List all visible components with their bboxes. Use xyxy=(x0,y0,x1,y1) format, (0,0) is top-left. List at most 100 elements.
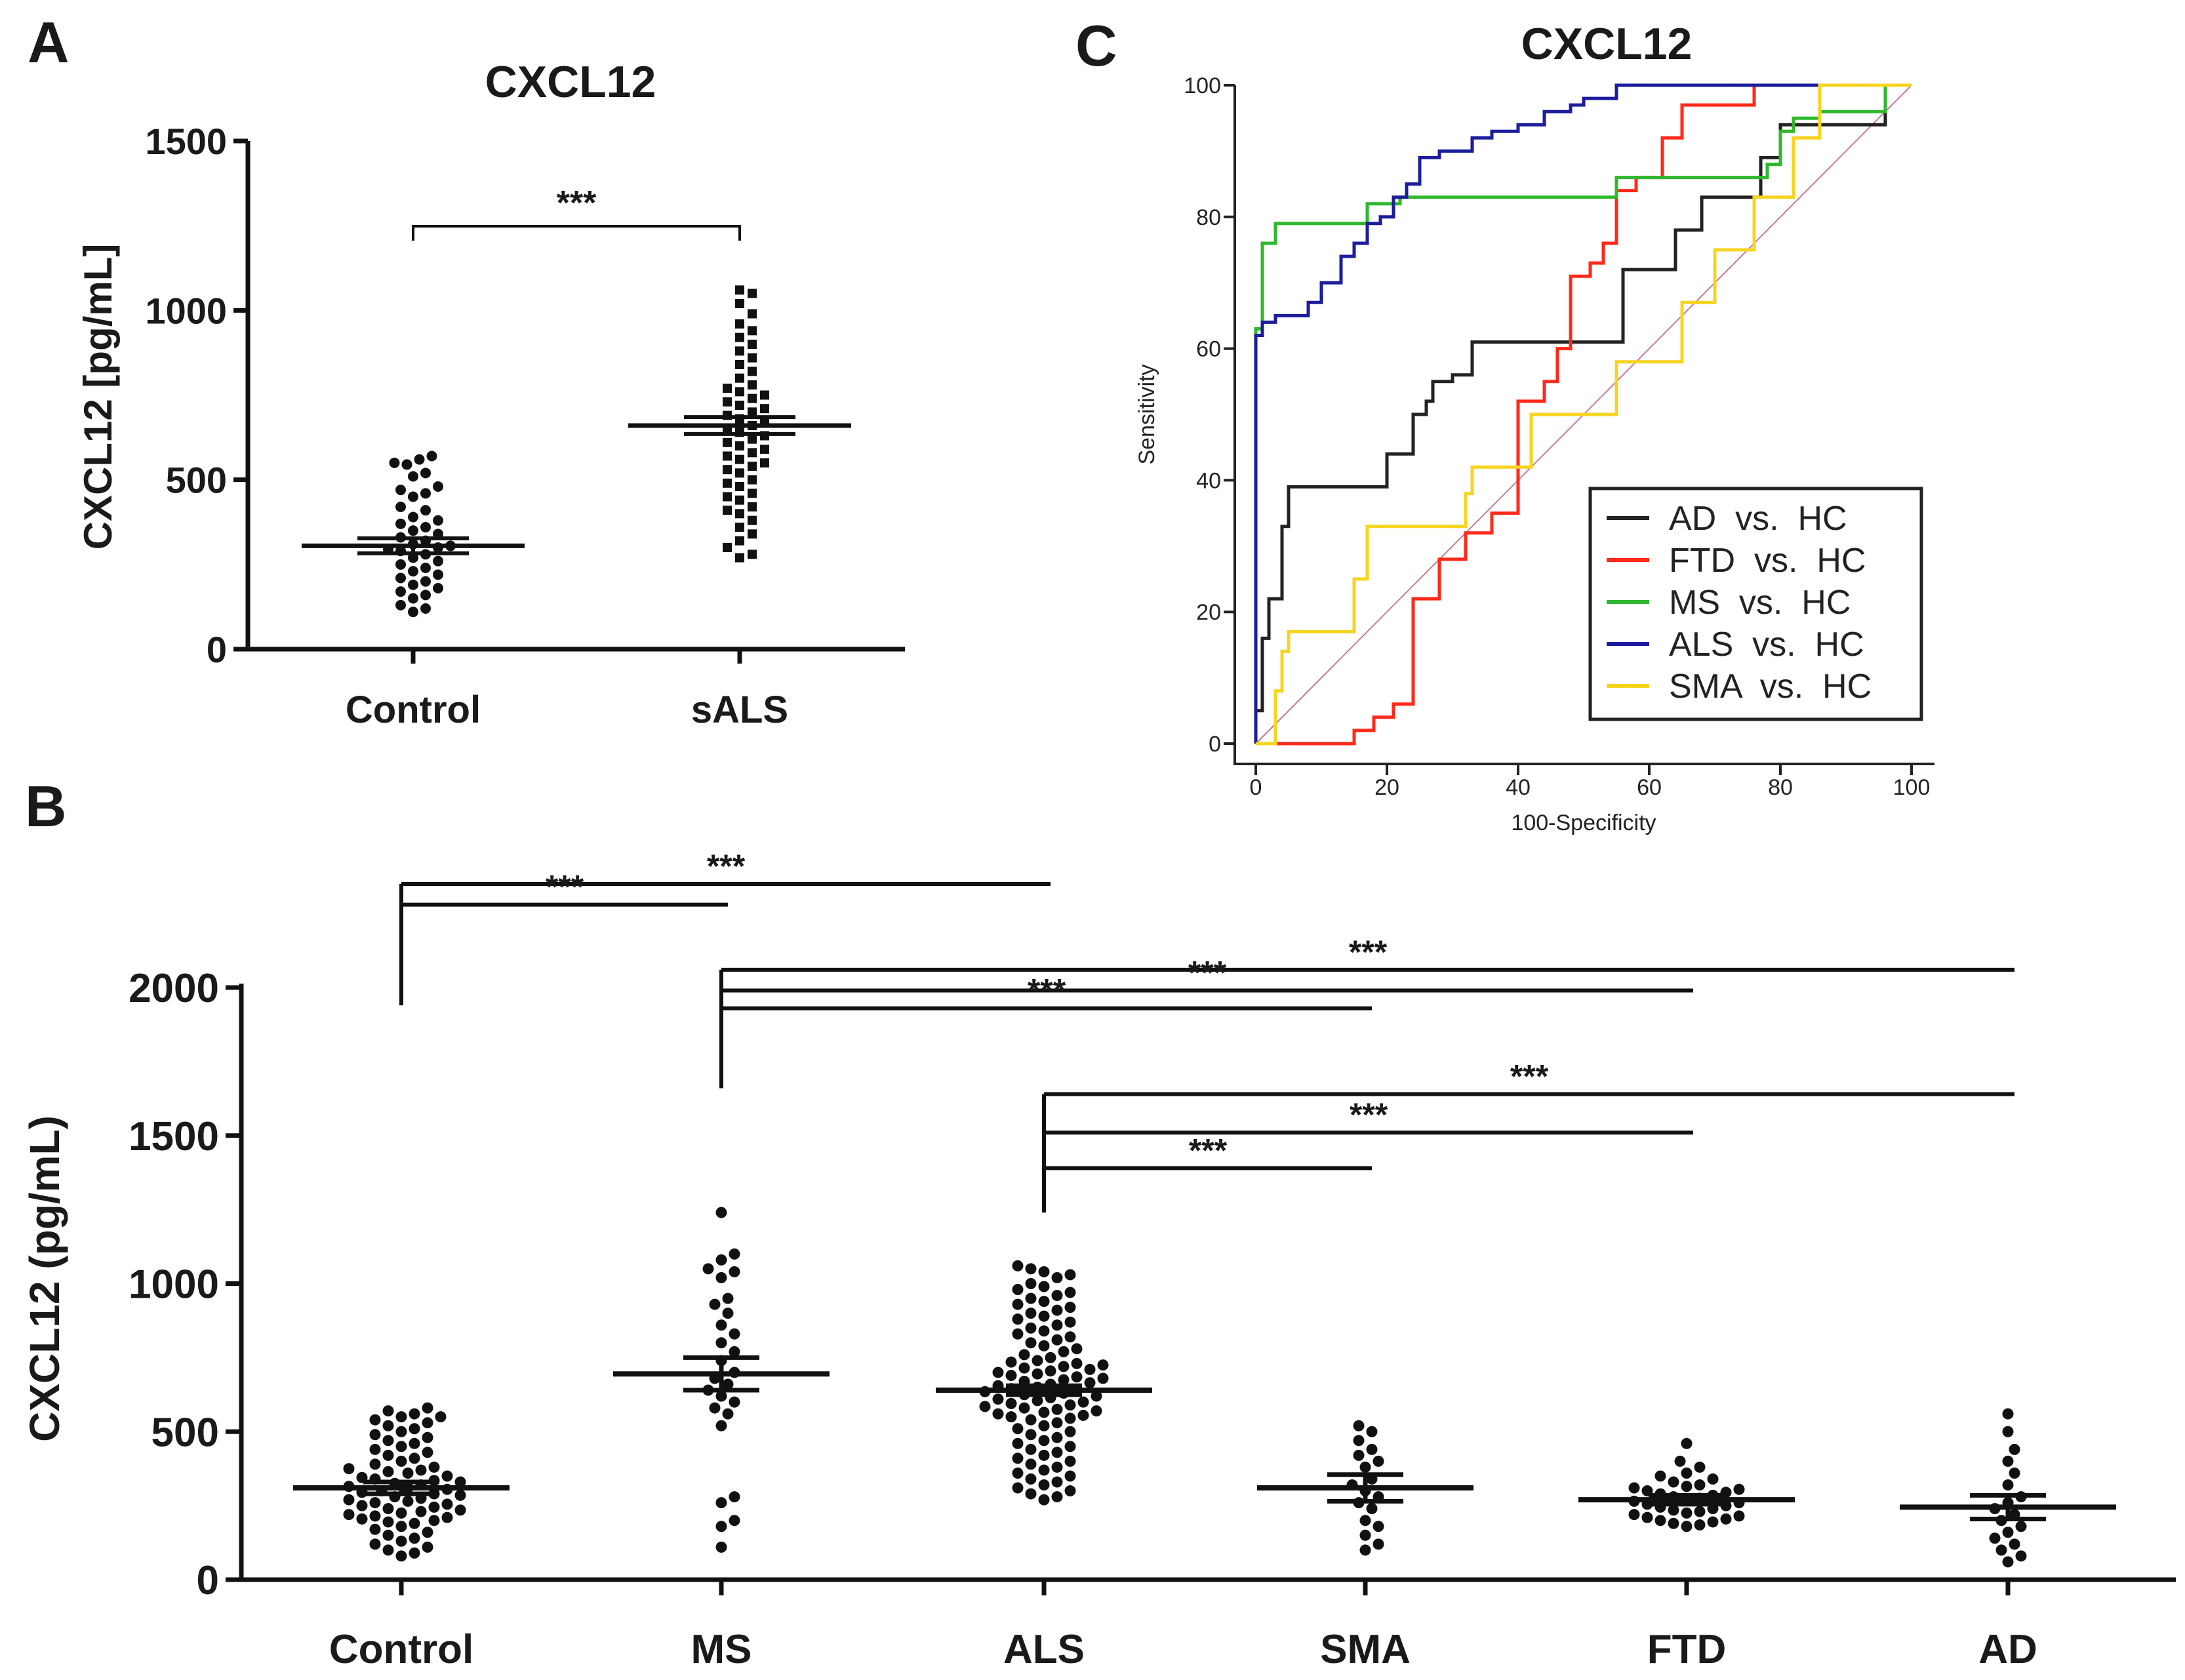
panel-c-x-tick-label-2: 40 xyxy=(1506,775,1531,800)
panel-letter-c: C xyxy=(1075,13,1117,78)
panel-a-point-control-34 xyxy=(395,485,406,496)
panel-b-point-als-88 xyxy=(1025,1292,1037,1304)
panel-a-point-sals-39 xyxy=(760,390,769,400)
panel-b-point-ms-6 xyxy=(722,1408,734,1420)
panel-b-point-als-13 xyxy=(1064,1455,1076,1467)
panel-b-point-als-1 xyxy=(1051,1491,1063,1503)
panel-a-point-sals-44 xyxy=(748,367,757,376)
panel-b-point-control-54 xyxy=(369,1443,381,1455)
panel-a-point-sals-26 xyxy=(748,434,757,444)
panel-b-significance-label-0: *** xyxy=(707,848,746,885)
panel-c-roc-curve: CXCL12 Sensitivity 100-Specificity 0 20 40… xyxy=(1134,19,1934,835)
panel-b-point-sma-5 xyxy=(1366,1503,1378,1515)
panel-b-point-als-93 xyxy=(1025,1278,1037,1289)
panel-b-point-als-7 xyxy=(1025,1473,1037,1485)
panel-b-significance-label-7: *** xyxy=(1189,1132,1228,1169)
panel-b-point-als-63 xyxy=(1058,1361,1070,1372)
panel-a-point-sals-40 xyxy=(735,387,744,397)
panel-b-point-als-73 xyxy=(1025,1337,1037,1349)
panel-b-point-control-51 xyxy=(409,1452,420,1464)
panel-b-point-als-37 xyxy=(1064,1399,1076,1411)
panel-a-point-control-41 xyxy=(426,450,437,462)
panel-b-point-ftd-29 xyxy=(1668,1476,1679,1488)
panel-a-point-sals-48 xyxy=(748,340,757,349)
panel-b-point-control-13 xyxy=(428,1515,440,1527)
panel-b-point-als-43 xyxy=(1091,1390,1102,1402)
panel-b-y-tick-label-0: 0 xyxy=(197,1558,219,1603)
panel-b-point-control-26 xyxy=(402,1495,414,1507)
panel-a-point-sals-55 xyxy=(735,285,744,295)
panel-b-point-als-58 xyxy=(1032,1368,1043,1380)
panel-b-point-als-2 xyxy=(1025,1488,1037,1500)
panel-a-point-sals-22 xyxy=(748,448,757,458)
panel-b-point-ad-2 xyxy=(1995,1544,2007,1556)
panel-a-point-sals-18 xyxy=(748,462,757,471)
panel-b-point-control-62 xyxy=(382,1420,394,1431)
panel-b-point-ftd-35 xyxy=(1681,1437,1693,1449)
panel-b-point-ftd-25 xyxy=(1733,1483,1745,1495)
panel-b-point-als-29 xyxy=(1005,1411,1017,1423)
panel-c-y-tick-label-0: 0 xyxy=(1209,732,1221,757)
panel-b-point-control-63 xyxy=(422,1417,433,1429)
panel-a-point-control-39 xyxy=(389,457,400,468)
panel-a-point-control-26 xyxy=(420,522,431,532)
panel-b-point-ms-25 xyxy=(715,1254,727,1266)
panel-b-point-ms-1 xyxy=(715,1521,727,1532)
panel-b-point-ms-15 xyxy=(729,1346,740,1357)
panel-b-point-als-54 xyxy=(1058,1374,1070,1386)
panel-b-point-ftd-27 xyxy=(1681,1481,1693,1492)
panel-b-category-label-0: Control xyxy=(329,1627,473,1672)
panel-b-point-ftd-11 xyxy=(1668,1504,1679,1516)
panel-a-y-tick-label-1: 500 xyxy=(166,460,227,501)
panel-a-point-sals-50 xyxy=(748,326,757,336)
panel-b-point-sma-14 xyxy=(1366,1443,1378,1455)
panel-b-point-als-72 xyxy=(1038,1340,1050,1351)
panel-c-y-tick-label-1: 20 xyxy=(1196,600,1221,625)
panel-b-point-ad-1 xyxy=(2015,1550,2027,1562)
panel-b-point-control-50 xyxy=(395,1455,407,1467)
panel-b-significance-label-4: *** xyxy=(1028,972,1066,1009)
panel-b-point-ms-18 xyxy=(715,1319,727,1331)
panel-b-point-als-14 xyxy=(1012,1452,1024,1464)
panel-b-point-als-79 xyxy=(1051,1319,1063,1331)
panel-b-point-ms-27 xyxy=(715,1207,727,1218)
panel-a-y-axis-label: CXCL12 [pg/mL] xyxy=(76,244,120,550)
panel-a-point-sals-0 xyxy=(735,553,744,563)
panel-b-point-control-43 xyxy=(441,1470,453,1482)
panel-c-y-tick-label-4: 80 xyxy=(1196,205,1221,230)
panel-b-point-als-32 xyxy=(1038,1407,1050,1418)
panel-a-point-control-25 xyxy=(408,525,418,536)
panel-b-point-ad-5 xyxy=(2002,1527,2014,1538)
panel-a-point-sals-36 xyxy=(735,401,744,410)
panel-a-point-sals-17 xyxy=(723,465,732,475)
panel-b-point-control-21 xyxy=(382,1503,394,1515)
panel-b-point-ms-9 xyxy=(715,1390,727,1402)
panel-b-point-als-86 xyxy=(1012,1298,1024,1310)
panel-b-point-control-17 xyxy=(343,1509,355,1521)
panel-b-point-als-71 xyxy=(1071,1343,1083,1355)
panel-c-roc-series-4 xyxy=(1256,83,1912,746)
panel-b-point-ms-20 xyxy=(709,1298,721,1310)
panel-b-point-control-47 xyxy=(343,1463,355,1475)
panel-a-point-sals-46 xyxy=(748,353,757,363)
panel-a-point-sals-20 xyxy=(735,454,744,464)
panel-b-point-ms-23 xyxy=(729,1266,740,1277)
panel-b-point-ad-6 xyxy=(2015,1521,2027,1532)
panel-b-point-ftd-9 xyxy=(1681,1507,1693,1519)
panel-b-point-ms-8 xyxy=(729,1396,740,1408)
panel-a-point-sals-15 xyxy=(748,475,757,485)
panel-a-point-control-8 xyxy=(420,576,431,587)
panel-a-point-sals-9 xyxy=(748,502,757,511)
panel-b-point-control-67 xyxy=(409,1408,420,1420)
panel-b-point-ftd-26 xyxy=(1628,1482,1640,1494)
panel-a-point-control-10 xyxy=(433,569,443,580)
panel-b-point-control-56 xyxy=(409,1437,420,1449)
panel-a-point-sals-6 xyxy=(748,515,757,525)
panel-b-point-ftd-4 xyxy=(1654,1515,1666,1527)
panel-b-point-ftd-5 xyxy=(1720,1513,1732,1525)
panel-b-point-als-22 xyxy=(1025,1429,1037,1441)
panel-a-point-sals-43 xyxy=(735,373,744,383)
panel-b-point-ad-16 xyxy=(2002,1426,2014,1437)
panel-a-y-tick-label-0: 0 xyxy=(207,629,227,670)
panel-b-point-control-39 xyxy=(454,1476,466,1488)
